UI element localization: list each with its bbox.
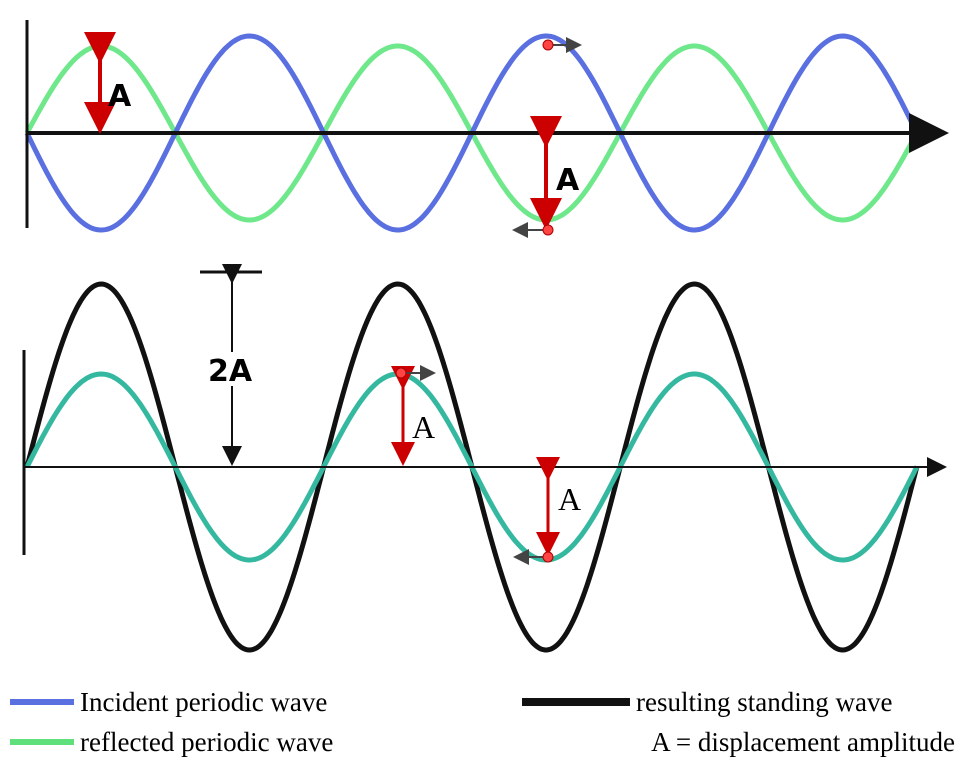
particle bbox=[395, 367, 407, 379]
legend-label: Incident periodic wave bbox=[80, 687, 327, 717]
particle bbox=[542, 224, 554, 236]
amplitude-label: A bbox=[558, 481, 581, 517]
particle bbox=[542, 39, 554, 51]
label-background bbox=[198, 352, 262, 386]
particle bbox=[542, 551, 554, 563]
amplitude-label: A bbox=[556, 163, 580, 198]
legend-label: reflected periodic wave bbox=[80, 727, 333, 757]
amplitude-label: A bbox=[108, 79, 132, 114]
double-amplitude-label: 2A bbox=[208, 354, 253, 389]
legend-label: A = displacement amplitude bbox=[651, 727, 955, 757]
waves bbox=[24, 33, 920, 653]
legend-label: resulting standing wave bbox=[636, 687, 892, 717]
amplitude-label: A bbox=[412, 409, 435, 445]
